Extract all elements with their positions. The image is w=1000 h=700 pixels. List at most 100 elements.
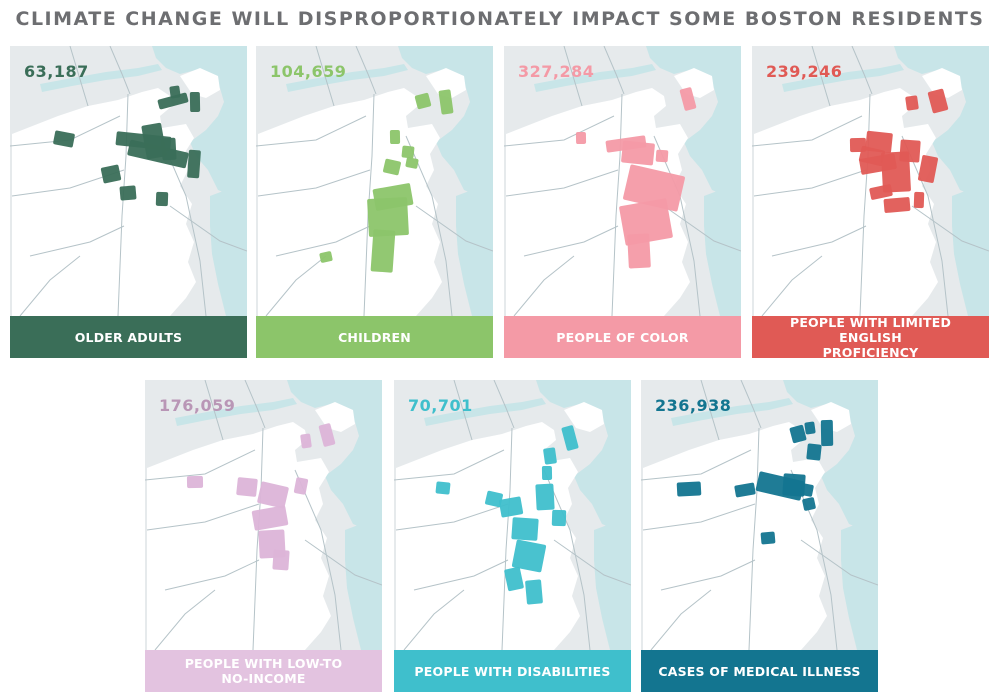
impacted-area [511,517,539,541]
road-line [911,205,989,252]
group-label-text: CHILDREN [338,329,411,345]
impacted-area [405,157,419,169]
group-label: PEOPLE WITH LIMITED ENGLISH PROFICIENCY [752,315,989,358]
group-label: OLDER ADULTS [10,316,247,358]
boston-city-land [258,88,442,316]
impacted-area [511,539,547,573]
impacted-area [535,483,555,511]
panel-disabilities: 70,701 PEOPLE WITH DISABILITIES [394,380,631,692]
road-line [800,539,878,586]
road-line [752,115,863,147]
impacted-area [883,197,911,213]
impacted-area [543,447,557,465]
boston-map [10,46,247,316]
impacted-area [525,579,543,605]
boston-map [145,380,382,650]
road-line [851,46,873,95]
road-line [69,46,89,107]
road-line [771,225,867,257]
impacted-area [918,155,938,183]
water-area [456,182,493,316]
water-area [646,46,741,196]
road-line [453,380,473,441]
impacted-area [236,477,258,497]
water-area [210,182,247,316]
impacted-area [760,531,776,545]
impacted-area [575,131,587,145]
road-line [523,225,619,257]
water-area [952,182,989,316]
road-line [19,255,81,316]
east-boston-land [564,402,604,432]
impacted-area [881,151,911,193]
boston-map [641,380,878,650]
impacted-area [414,92,432,110]
impacted-area [161,137,177,161]
group-label: PEOPLE OF COLOR [504,316,741,358]
road-line [642,503,756,531]
impacted-area [155,191,169,207]
road-line [355,46,377,95]
road-line [650,589,712,650]
water-area [345,516,382,650]
impacted-area [679,87,697,111]
water-area [894,46,989,196]
panel-limited-english: 239,246 PEOPLE WITH LIMITED ENGLISH PROF… [752,46,989,358]
water-area [398,46,493,196]
impacted-area [119,185,137,201]
impacted-area [157,92,189,110]
impacted-area [438,89,454,115]
road-line [169,205,247,252]
population-count: 176,059 [159,396,236,415]
road-line [748,427,760,650]
road-line [700,380,720,441]
road-line [553,539,631,586]
east-boston-land [180,68,220,98]
road-line [159,135,207,316]
east-boston-land [922,68,962,98]
impacted-area [627,233,651,269]
impacted-area [800,483,814,497]
boston-map [752,46,989,316]
impacted-area [504,566,524,592]
road-line [563,46,583,107]
impacted-area [619,198,673,246]
road-line [603,46,625,95]
group-label: CASES OF MEDICAL ILLNESS [641,650,878,692]
impacted-area [169,85,181,99]
impacted-area [498,496,524,518]
impacted-area [623,164,685,212]
population-count: 239,246 [766,62,843,81]
road-line [811,46,831,107]
group-label: PEOPLE WITH LOW-TO NO-INCOME [145,650,382,692]
road-line [403,589,465,650]
panel-older-adults: 63,187 OLDER ADULTS [10,46,247,358]
page-title: CLIMATE CHANGE WILL DISPROPORTIONATELY I… [15,8,985,30]
impacted-area [370,229,396,273]
impacted-area [257,481,289,509]
road-line [761,255,823,316]
water-area [286,64,408,92]
road-line [413,559,509,591]
road-line [145,449,256,481]
impacted-area [782,473,806,497]
impacted-area [186,475,204,489]
road-line [256,115,367,147]
road-line [505,169,619,197]
impacted-area [913,191,925,209]
impacted-area [318,423,336,447]
road-line [901,135,949,316]
impacted-area [927,88,949,114]
impacted-area [869,184,893,200]
impacted-area [300,433,312,449]
population-count: 327,284 [518,62,595,81]
road-line [244,380,266,429]
road-line [275,225,371,257]
impacted-area [319,251,333,263]
impacted-area [187,149,201,179]
boston-map [394,380,631,650]
impacted-area [485,490,503,508]
impacted-area [100,164,122,184]
road-line [109,46,131,95]
road-line [265,255,327,316]
